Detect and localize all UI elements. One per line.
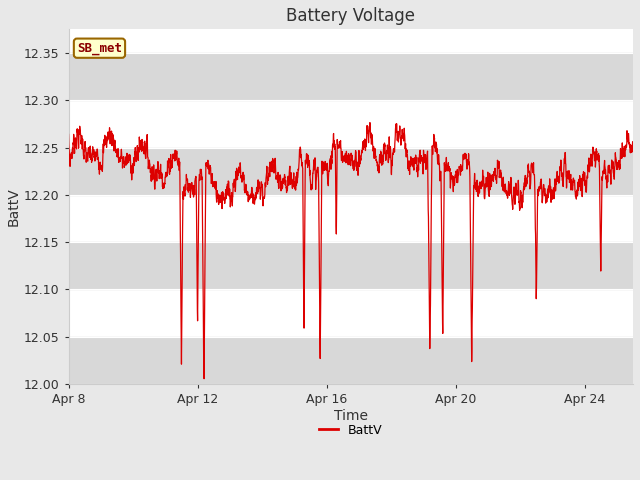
X-axis label: Time: Time	[334, 409, 368, 423]
Bar	[68, 242, 633, 289]
Bar	[68, 53, 633, 100]
Bar	[68, 147, 633, 195]
Title: Battery Voltage: Battery Voltage	[286, 7, 415, 25]
Legend: BattV: BattV	[314, 419, 387, 442]
Bar	[68, 336, 633, 384]
Y-axis label: BattV: BattV	[7, 187, 21, 226]
Text: SB_met: SB_met	[77, 42, 122, 55]
